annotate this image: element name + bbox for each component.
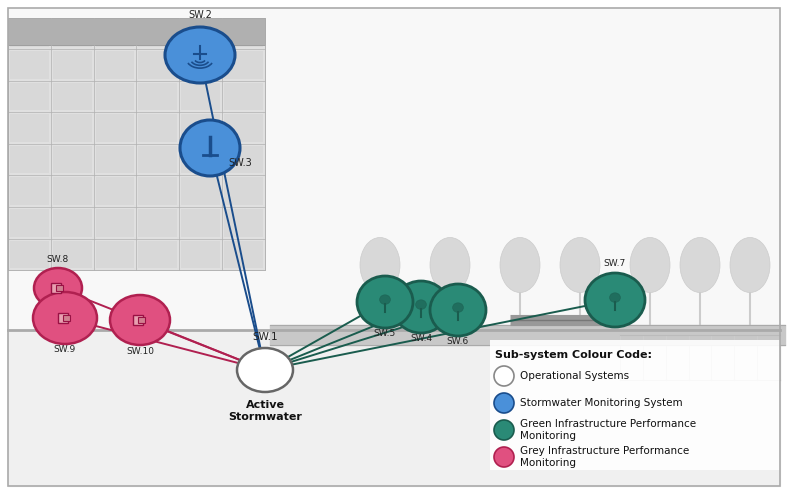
Circle shape: [494, 447, 514, 467]
Polygon shape: [95, 209, 135, 237]
Polygon shape: [139, 83, 177, 111]
Ellipse shape: [430, 284, 486, 336]
Polygon shape: [95, 51, 135, 79]
Text: SW.2: SW.2: [188, 10, 212, 20]
Polygon shape: [95, 146, 135, 173]
Polygon shape: [53, 241, 91, 268]
Polygon shape: [10, 20, 49, 47]
Ellipse shape: [500, 238, 540, 292]
Text: SW.8: SW.8: [46, 255, 69, 264]
Polygon shape: [10, 115, 49, 142]
Polygon shape: [10, 83, 49, 111]
Ellipse shape: [380, 295, 390, 304]
Text: SW.10: SW.10: [126, 347, 154, 356]
Ellipse shape: [630, 238, 670, 292]
Polygon shape: [53, 83, 91, 111]
Text: SW.1: SW.1: [252, 332, 278, 342]
Polygon shape: [53, 115, 91, 142]
Polygon shape: [181, 146, 220, 173]
Polygon shape: [224, 146, 263, 173]
Polygon shape: [224, 209, 263, 237]
Ellipse shape: [165, 27, 235, 83]
Polygon shape: [53, 146, 91, 173]
Ellipse shape: [610, 293, 620, 302]
Polygon shape: [133, 315, 143, 325]
Ellipse shape: [393, 281, 449, 333]
Text: Sub-system Colour Code:: Sub-system Colour Code:: [495, 350, 652, 360]
Polygon shape: [8, 8, 780, 486]
Text: SW.5: SW.5: [374, 329, 396, 338]
Ellipse shape: [34, 268, 82, 308]
Polygon shape: [95, 177, 135, 205]
Polygon shape: [181, 51, 220, 79]
Ellipse shape: [360, 238, 400, 292]
Polygon shape: [139, 51, 177, 79]
Polygon shape: [8, 18, 265, 270]
Polygon shape: [139, 241, 177, 268]
Circle shape: [494, 420, 514, 440]
Ellipse shape: [680, 238, 720, 292]
Polygon shape: [63, 315, 70, 321]
Polygon shape: [95, 241, 135, 268]
Ellipse shape: [560, 238, 600, 292]
Polygon shape: [56, 285, 63, 291]
Polygon shape: [139, 177, 177, 205]
Ellipse shape: [110, 295, 170, 345]
Polygon shape: [224, 115, 263, 142]
Ellipse shape: [730, 238, 770, 292]
Text: SW.3: SW.3: [228, 158, 252, 168]
Polygon shape: [181, 83, 220, 111]
Polygon shape: [224, 241, 263, 268]
Ellipse shape: [33, 292, 97, 344]
Circle shape: [494, 366, 514, 386]
Polygon shape: [51, 283, 61, 293]
Polygon shape: [58, 313, 68, 323]
Polygon shape: [139, 115, 177, 142]
Polygon shape: [53, 177, 91, 205]
Polygon shape: [224, 83, 263, 111]
Polygon shape: [95, 83, 135, 111]
Polygon shape: [139, 209, 177, 237]
Ellipse shape: [585, 273, 645, 327]
Polygon shape: [95, 115, 135, 142]
Text: SW.7: SW.7: [604, 259, 626, 268]
Ellipse shape: [415, 300, 426, 309]
Polygon shape: [181, 20, 220, 47]
Polygon shape: [181, 115, 220, 142]
Text: Grey Infrastructure Performance
Monitoring: Grey Infrastructure Performance Monitori…: [520, 446, 690, 468]
Polygon shape: [10, 51, 49, 79]
Text: SW.4: SW.4: [410, 334, 432, 343]
Text: Stormwater Monitoring System: Stormwater Monitoring System: [520, 398, 682, 408]
Polygon shape: [490, 340, 780, 470]
Polygon shape: [8, 18, 265, 45]
Polygon shape: [53, 20, 91, 47]
Polygon shape: [10, 177, 49, 205]
Polygon shape: [10, 241, 49, 268]
Polygon shape: [181, 209, 220, 237]
Text: Operational Systems: Operational Systems: [520, 371, 629, 381]
Polygon shape: [10, 209, 49, 237]
Polygon shape: [139, 20, 177, 47]
Polygon shape: [138, 317, 145, 323]
Polygon shape: [224, 20, 263, 47]
Polygon shape: [224, 177, 263, 205]
Circle shape: [494, 393, 514, 413]
Text: SW.9: SW.9: [54, 345, 76, 354]
Text: Active
Stormwater: Active Stormwater: [228, 400, 302, 422]
Polygon shape: [53, 51, 91, 79]
Polygon shape: [10, 146, 49, 173]
Ellipse shape: [237, 348, 293, 392]
Polygon shape: [95, 20, 135, 47]
Polygon shape: [181, 177, 220, 205]
Text: Green Infrastructure Performance
Monitoring: Green Infrastructure Performance Monitor…: [520, 419, 696, 441]
Ellipse shape: [452, 303, 463, 312]
Polygon shape: [224, 51, 263, 79]
Ellipse shape: [180, 120, 240, 176]
Polygon shape: [139, 146, 177, 173]
Ellipse shape: [357, 276, 413, 328]
Polygon shape: [181, 241, 220, 268]
Polygon shape: [53, 209, 91, 237]
Ellipse shape: [430, 238, 470, 292]
Text: SW.6: SW.6: [447, 337, 469, 346]
